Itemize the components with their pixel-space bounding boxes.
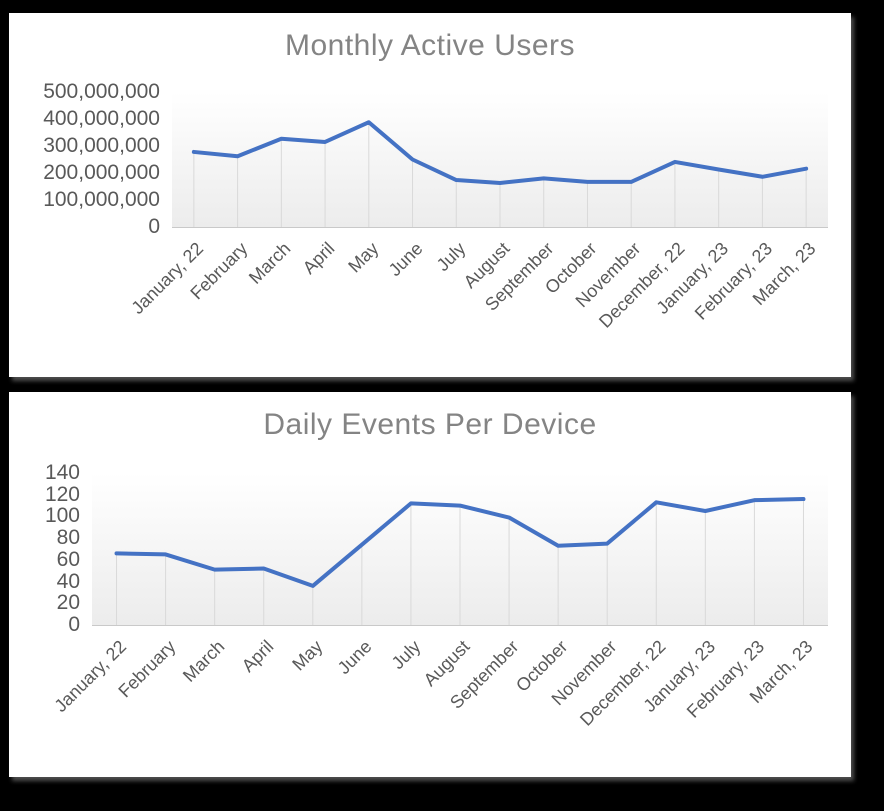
chart-card-daily-events-per-device: Daily Events Per Device 0 20 40 60 80 100 120 1… [9, 392, 851, 777]
chart-card-monthly-active-users: Monthly Active Users 0 100,000,000 200,000… [9, 13, 851, 377]
chart-title: Daily Events Per Device [263, 408, 597, 441]
y-axis-label: 60 [56, 547, 80, 571]
chart-canvas [172, 92, 828, 228]
y-axis-label: 120 [44, 482, 80, 506]
y-axis-label: 500,000,000 [43, 80, 160, 103]
y-axis-label: 400,000,000 [43, 107, 160, 130]
data-line-monthly-active-users [191, 120, 809, 185]
y-axis-label: 100 [44, 504, 80, 528]
chart-canvas [92, 473, 828, 626]
y-axis-label: 0 [148, 215, 160, 238]
data-line-daily-events-per-device [114, 497, 806, 588]
y-axis-label: 40 [56, 569, 80, 593]
y-axis-label: 100,000,000 [43, 188, 160, 211]
y-axis-label: 200,000,000 [43, 161, 160, 184]
y-axis-label: 80 [56, 526, 80, 550]
y-axis-label: 0 [68, 613, 80, 636]
chart-title: Monthly Active Users [284, 29, 576, 62]
y-axis-label: 20 [56, 591, 80, 615]
y-axis-label: 300,000,000 [43, 134, 160, 157]
y-axis-label: 140 [44, 461, 80, 484]
